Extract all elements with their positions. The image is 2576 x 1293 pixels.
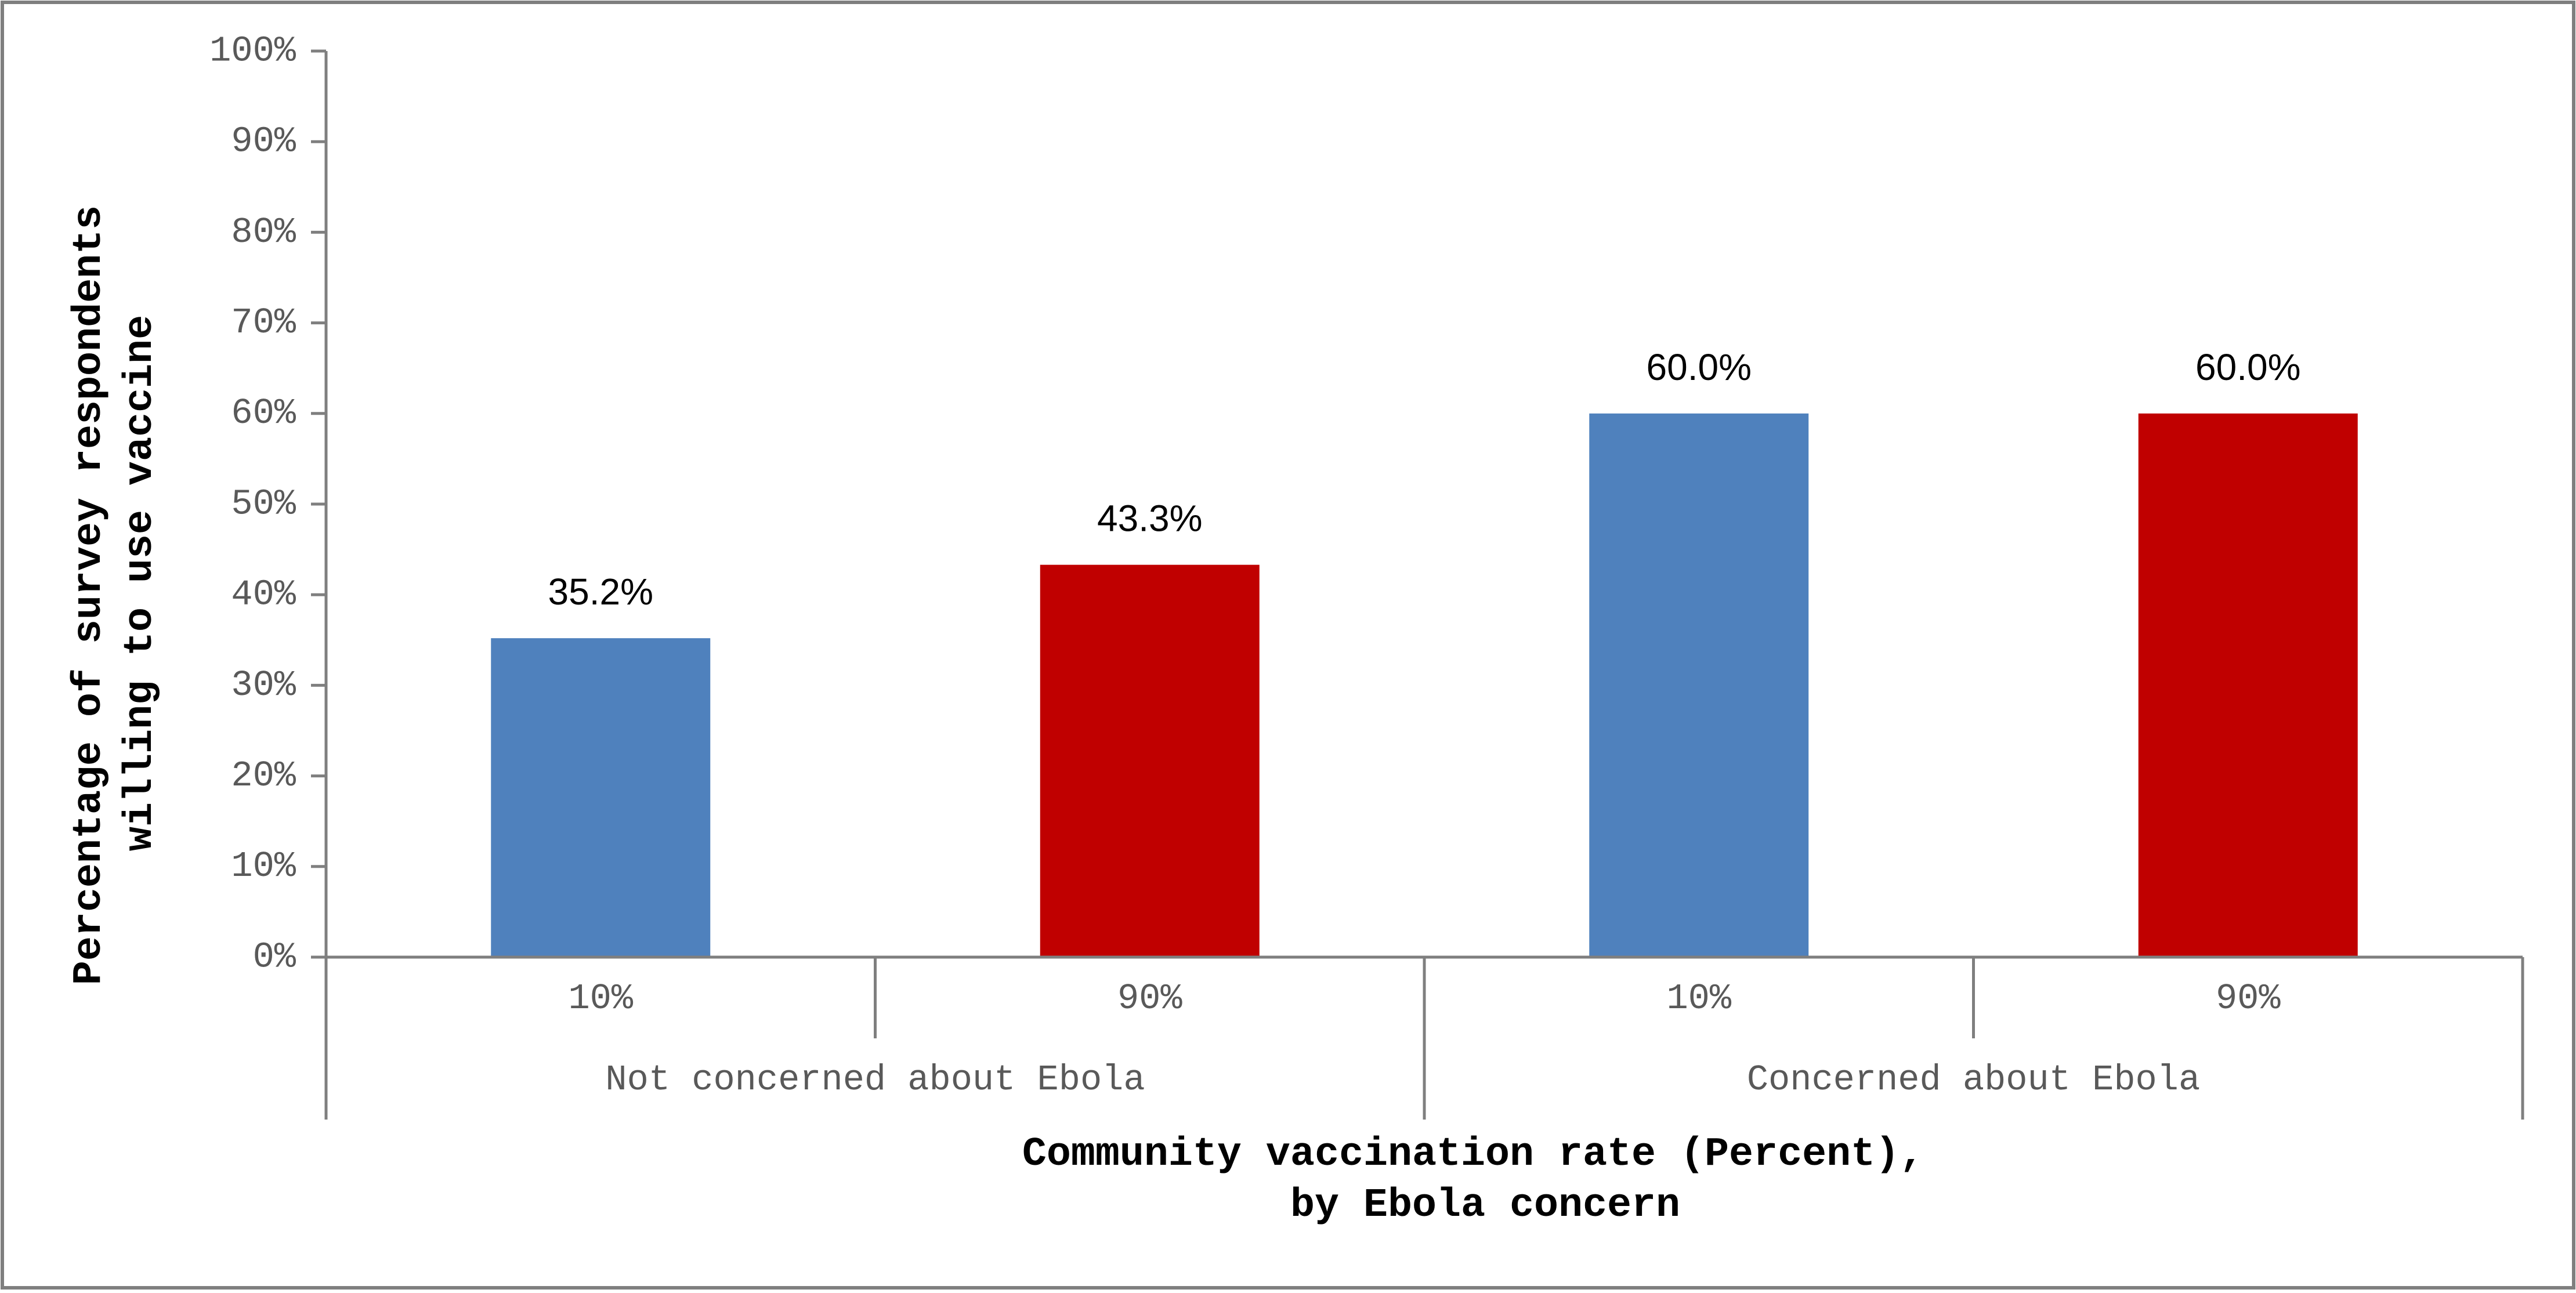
x-tick-label: 10% <box>568 978 633 1019</box>
x-group-label: Concerned about Ebola <box>1747 1059 2200 1100</box>
data-labels: 35.2% 43.3% 60.0% 60.0% <box>548 346 2301 613</box>
x-axis-title-line-1: Community vaccination rate (Percent), <box>1022 1132 1924 1178</box>
y-tick-label: 90% <box>231 121 296 162</box>
bar <box>1040 564 1260 957</box>
x-group-label: Not concerned about Ebola <box>605 1059 1145 1100</box>
x-tick-label: 90% <box>2216 978 2281 1019</box>
bar <box>491 638 711 957</box>
y-tick-label: 30% <box>231 665 296 706</box>
y-axis-title-line-2: willing to use vaccine <box>118 315 164 851</box>
y-tick-label: 20% <box>231 755 296 796</box>
y-axis-title: Percentage of survey respondents willing… <box>67 181 164 985</box>
x-tick-label: 90% <box>1117 978 1182 1019</box>
y-axis-ticks: 0% 10% 20% 30% 40% 50% 60% 70% 80% 90% 100% <box>209 30 328 977</box>
y-tick-label: 0% <box>253 936 296 977</box>
y-axis-title-line-1: Percentage of survey respondents <box>67 205 113 985</box>
x-axis-title: Community vaccination rate (Percent), by… <box>1022 1132 1948 1229</box>
bar-data-label: 35.2% <box>548 571 653 613</box>
x-tick-label: 10% <box>1666 978 1731 1019</box>
bar <box>1589 413 1809 957</box>
y-tick-label: 80% <box>231 212 296 253</box>
bars <box>491 413 2358 957</box>
y-tick-label: 40% <box>231 574 296 615</box>
y-tick-label: 50% <box>231 483 296 524</box>
y-tick-label: 10% <box>231 846 296 887</box>
y-tick-label: 70% <box>231 302 296 343</box>
bar-data-label: 60.0% <box>2195 346 2300 388</box>
bar-data-label: 60.0% <box>1647 346 1752 388</box>
y-tick-label: 100% <box>209 30 296 71</box>
bar <box>2138 413 2358 957</box>
bar-data-label: 43.3% <box>1097 498 1202 539</box>
x-axis-title-line-2: by Ebola concern <box>1290 1183 1680 1229</box>
y-tick-label: 60% <box>231 393 296 434</box>
x-axis: 10% 90% 10% 90% Not concerned about Ebola Con… <box>324 955 2524 1120</box>
